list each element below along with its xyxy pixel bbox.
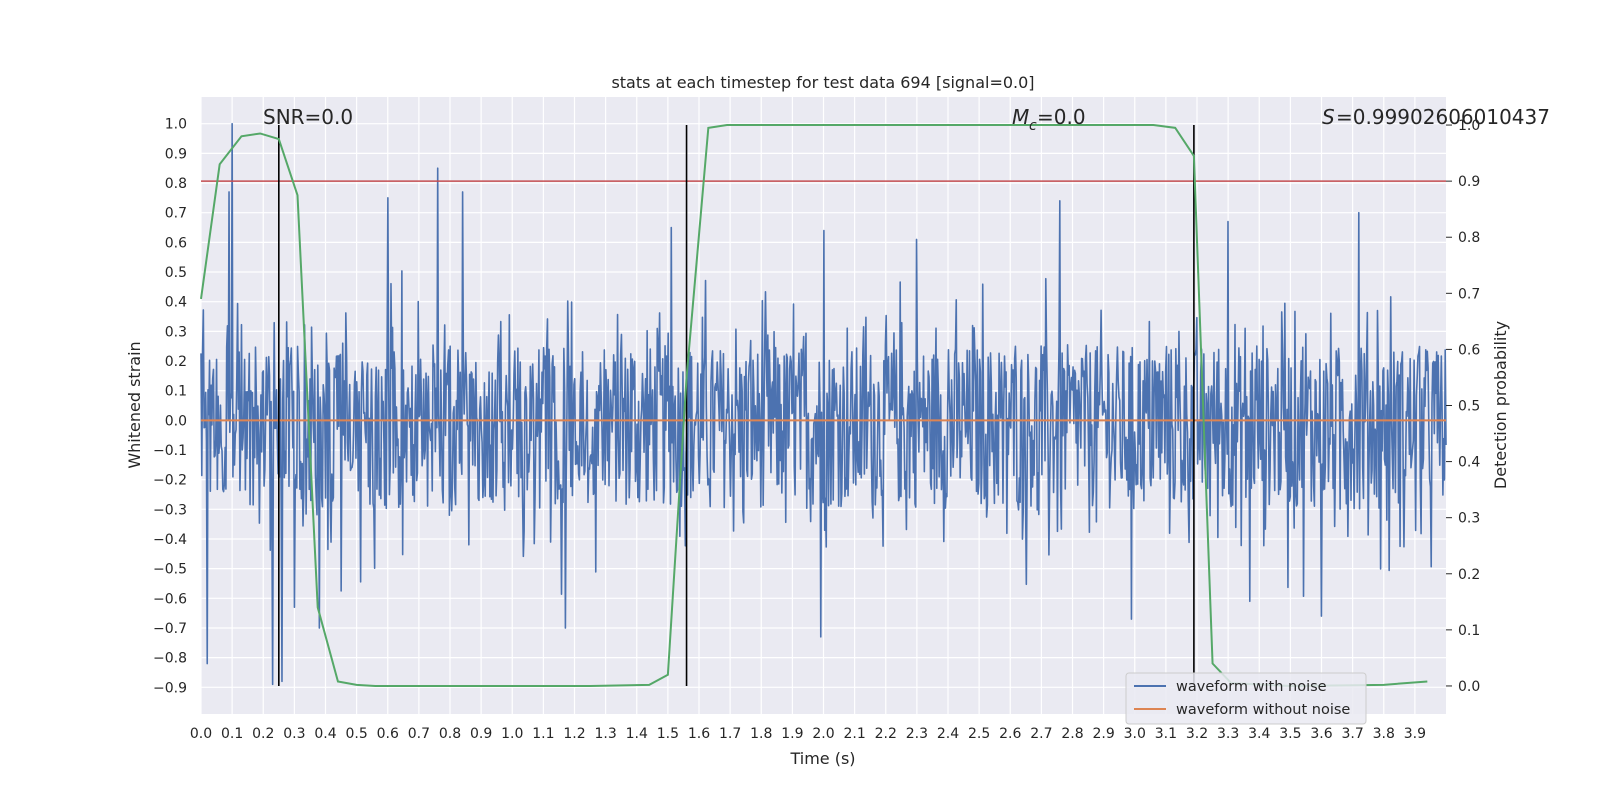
vertical-marker-lines <box>278 125 1195 686</box>
left-y-tick-label: 0.9 <box>165 146 187 162</box>
snr-annotation: SNR=0.0 <box>263 105 353 129</box>
left-y-tick-label: −0.8 <box>153 651 187 667</box>
right-y-tick-label: 0.3 <box>1458 511 1480 527</box>
svg-text:c: c <box>1029 118 1037 134</box>
left-y-tick-label: 0.7 <box>165 206 187 222</box>
waveform-with-noise-line <box>200 122 1447 686</box>
x-tick-label: 2.9 <box>1092 726 1114 742</box>
svg-text:S: S <box>1322 105 1335 129</box>
x-tick-label: 1.1 <box>532 726 554 742</box>
x-tick-label: 2.8 <box>1061 726 1083 742</box>
x-tick-label: 1.4 <box>626 726 648 742</box>
x-tick-label: 1.9 <box>781 726 803 742</box>
right-y-tick-label: 0.8 <box>1458 230 1480 246</box>
x-tick-label: 1.8 <box>750 726 772 742</box>
right-y-tick-label: 0.7 <box>1458 286 1480 302</box>
left-y-axis-label: Whitened strain <box>125 341 144 468</box>
x-axis-label: Time (s) <box>789 749 855 768</box>
score-annotation: S =0.99902606010437 <box>1322 105 1550 129</box>
left-y-tick-label: −0.7 <box>153 621 187 637</box>
left-y-tick-label: 1.0 <box>165 117 187 133</box>
x-tick-label: 2.4 <box>937 726 959 742</box>
x-tick-label: 1.6 <box>688 726 710 742</box>
left-y-tick-label: 0.2 <box>165 354 187 370</box>
x-tick-label: 0.1 <box>221 726 243 742</box>
left-y-tick-label: 0.1 <box>165 384 187 400</box>
x-tick-label: 2.3 <box>906 726 928 742</box>
x-tick-label: 2.5 <box>968 726 990 742</box>
left-y-tick-label: 0.5 <box>165 265 187 281</box>
right-y-tick-label: 1.0 <box>1458 118 1480 134</box>
x-tick-label: 0.4 <box>314 726 336 742</box>
right-y-tick-label: 0.9 <box>1458 174 1480 190</box>
x-tick-label: 3.4 <box>1248 726 1270 742</box>
chirp-mass-annotation: M c =0.0 <box>1012 105 1086 134</box>
right-y-tick-labels: 1.0 0.9 0.8 0.7 0.6 0.5 0.4 0.3 0.2 0.1 0.0 <box>1446 118 1480 695</box>
x-tick-label: 3.1 <box>1155 726 1177 742</box>
x-tick-label: 0.9 <box>470 726 492 742</box>
horizontal-reference-lines <box>201 180 1446 422</box>
legend-box <box>1125 672 1367 725</box>
x-tick-label: 1.2 <box>563 726 585 742</box>
svg-text:=0.99902606010437: =0.99902606010437 <box>1336 105 1550 129</box>
left-y-tick-label: −0.5 <box>153 562 187 578</box>
x-tick-label: 0.3 <box>283 726 305 742</box>
legend-label-clean: waveform without noise <box>1176 702 1350 718</box>
x-tick-label: 0.5 <box>345 726 367 742</box>
right-y-tick-label: 0.1 <box>1458 623 1480 639</box>
x-tick-label: 1.5 <box>657 726 679 742</box>
right-y-tick-label: 0.5 <box>1458 399 1480 415</box>
right-y-axis-label: Detection probability <box>1491 321 1510 489</box>
left-y-tick-label: 0.6 <box>165 235 187 251</box>
left-y-tick-label: −0.6 <box>153 591 187 607</box>
x-tick-labels: 0.0 0.1 0.2 0.3 0.4 0.5 0.6 0.7 0.8 0.9 1.0 1.1 1.2 1… <box>190 726 1426 742</box>
left-y-tick-label: −0.4 <box>153 532 187 548</box>
x-tick-label: 1.3 <box>594 726 616 742</box>
x-tick-label: 1.0 <box>501 726 523 742</box>
left-y-tick-label: 0.0 <box>165 413 187 429</box>
svg-text:=0.0: =0.0 <box>1037 105 1086 129</box>
left-y-tick-label: −0.9 <box>153 680 187 696</box>
right-y-tick-label: 0.6 <box>1458 342 1480 358</box>
left-y-tick-label: 0.3 <box>165 324 187 340</box>
x-tick-label: 3.8 <box>1373 726 1395 742</box>
chart-title: stats at each timestep for test data 694… <box>611 73 1034 92</box>
x-tick-label: 3.5 <box>1279 726 1301 742</box>
legend: waveform with noise waveform without noi… <box>1125 672 1367 725</box>
x-tick-label: 0.6 <box>377 726 399 742</box>
right-y-tick-label: 0.0 <box>1458 679 1480 695</box>
left-y-tick-label: 0.8 <box>165 176 187 192</box>
x-tick-label: 0.8 <box>439 726 461 742</box>
x-tick-label: 2.0 <box>812 726 834 742</box>
detection-probability-series <box>200 124 1428 687</box>
legend-label-noisy: waveform with noise <box>1176 679 1327 695</box>
svg-text:M: M <box>1012 105 1029 129</box>
left-y-tick-label: −0.2 <box>153 473 187 489</box>
left-y-tick-labels: 1.0 0.9 0.8 0.7 0.6 0.5 0.4 0.3 0.2 0.1 0.0 −0.1 −0.… <box>153 117 187 697</box>
x-tick-label: 3.3 <box>1217 726 1239 742</box>
right-y-tick-label: 0.2 <box>1458 567 1480 583</box>
x-tick-label: 3.0 <box>1124 726 1146 742</box>
x-tick-label: 2.7 <box>1030 726 1052 742</box>
x-tick-label: 1.7 <box>719 726 741 742</box>
left-y-tick-label: 0.4 <box>165 295 187 311</box>
x-tick-label: 3.9 <box>1404 726 1426 742</box>
x-tick-label: 3.6 <box>1310 726 1332 742</box>
x-tick-label: 2.1 <box>843 726 865 742</box>
x-tick-label: 0.0 <box>190 726 212 742</box>
x-tick-label: 2.2 <box>875 726 897 742</box>
x-tick-label: 3.2 <box>1186 726 1208 742</box>
left-y-tick-label: −0.3 <box>153 502 187 518</box>
left-y-tick-label: −0.1 <box>153 443 187 459</box>
x-tick-label: 3.7 <box>1341 726 1363 742</box>
right-y-tick-label: 0.4 <box>1458 455 1480 471</box>
x-tick-label: 0.7 <box>408 726 430 742</box>
x-tick-label: 2.6 <box>999 726 1021 742</box>
x-tick-label: 0.2 <box>252 726 274 742</box>
detection-probability-line <box>200 124 1428 687</box>
waveform-with-noise-series <box>200 122 1447 686</box>
